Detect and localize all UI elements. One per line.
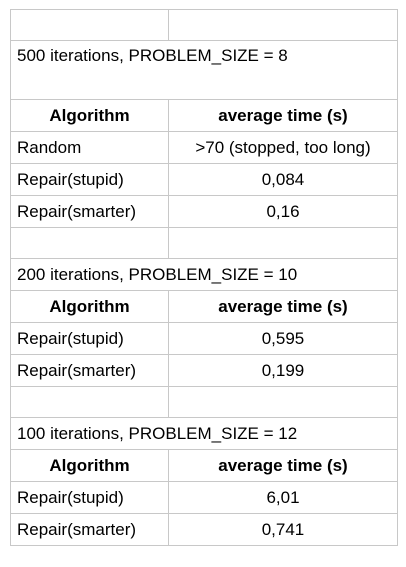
header-row: Algorithm average time (s) — [10, 449, 398, 482]
header-algorithm-cell[interactable]: Algorithm — [10, 99, 169, 132]
section-title-cell[interactable]: 500 iterations, PROBLEM_SIZE = 8 — [10, 40, 398, 100]
table-row: Repair(stupid) 0,595 — [10, 322, 398, 355]
algorithm-cell[interactable]: Repair(smarter) — [10, 195, 169, 228]
empty-cell[interactable] — [10, 386, 169, 418]
table-row: Repair(smarter) 0,199 — [10, 354, 398, 387]
empty-row — [10, 386, 398, 418]
time-cell[interactable]: 0,084 — [168, 163, 398, 196]
algorithm-cell[interactable]: Repair(stupid) — [10, 481, 169, 514]
time-cell[interactable]: 0,595 — [168, 322, 398, 355]
results-table: 500 iterations, PROBLEM_SIZE = 8 Algorit… — [10, 9, 398, 546]
time-cell[interactable]: 0,741 — [168, 513, 398, 546]
table-row: Random >70 (stopped, too long) — [10, 131, 398, 164]
algorithm-cell[interactable]: Random — [10, 131, 169, 164]
section-title-row: 500 iterations, PROBLEM_SIZE = 8 — [10, 40, 398, 100]
table-row: Repair(smarter) 0,741 — [10, 513, 398, 546]
section-title-cell[interactable]: 200 iterations, PROBLEM_SIZE = 10 — [10, 258, 398, 291]
empty-cell[interactable] — [10, 227, 169, 259]
empty-cell[interactable] — [10, 9, 169, 41]
header-time-cell[interactable]: average time (s) — [168, 449, 398, 482]
empty-cell[interactable] — [168, 227, 398, 259]
section-title-row: 100 iterations, PROBLEM_SIZE = 12 — [10, 417, 398, 450]
header-time-cell[interactable]: average time (s) — [168, 99, 398, 132]
time-cell[interactable]: 0,16 — [168, 195, 398, 228]
empty-row — [10, 9, 398, 41]
algorithm-cell[interactable]: Repair(smarter) — [10, 354, 169, 387]
header-algorithm-cell[interactable]: Algorithm — [10, 290, 169, 323]
time-cell[interactable]: 0,199 — [168, 354, 398, 387]
section-title-cell[interactable]: 100 iterations, PROBLEM_SIZE = 12 — [10, 417, 398, 450]
algorithm-cell[interactable]: Repair(stupid) — [10, 163, 169, 196]
algorithm-cell[interactable]: Repair(stupid) — [10, 322, 169, 355]
header-algorithm-cell[interactable]: Algorithm — [10, 449, 169, 482]
empty-row — [10, 227, 398, 259]
time-cell[interactable]: >70 (stopped, too long) — [168, 131, 398, 164]
algorithm-cell[interactable]: Repair(smarter) — [10, 513, 169, 546]
header-row: Algorithm average time (s) — [10, 99, 398, 132]
time-cell[interactable]: 6,01 — [168, 481, 398, 514]
table-row: Repair(smarter) 0,16 — [10, 195, 398, 228]
table-row: Repair(stupid) 0,084 — [10, 163, 398, 196]
header-row: Algorithm average time (s) — [10, 290, 398, 323]
empty-cell[interactable] — [168, 386, 398, 418]
results-spreadsheet: 500 iterations, PROBLEM_SIZE = 8 Algorit… — [10, 9, 398, 546]
header-time-cell[interactable]: average time (s) — [168, 290, 398, 323]
empty-cell[interactable] — [168, 9, 398, 41]
section-title-row: 200 iterations, PROBLEM_SIZE = 10 — [10, 258, 398, 291]
table-row: Repair(stupid) 6,01 — [10, 481, 398, 514]
